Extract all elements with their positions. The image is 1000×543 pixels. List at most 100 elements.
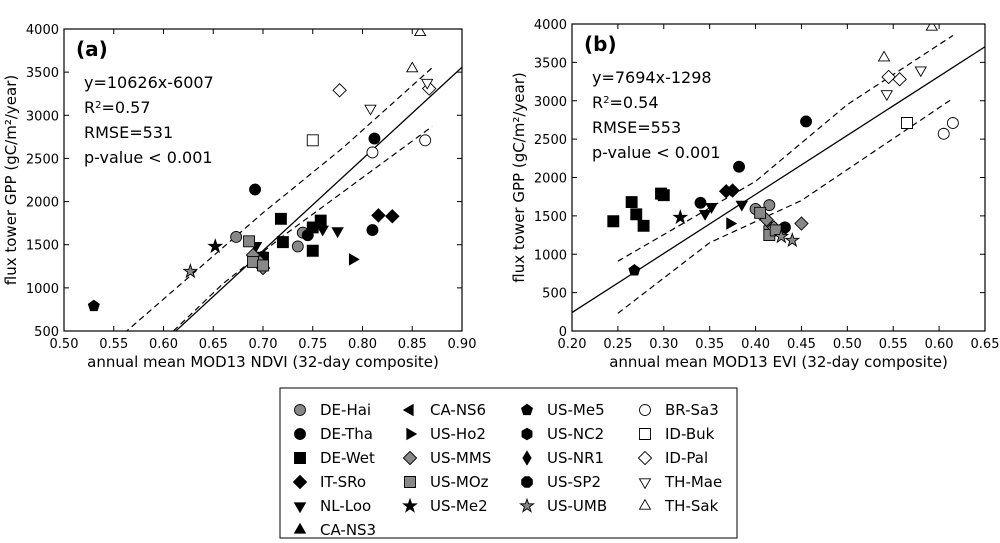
legend-label-th-mae: TH-Mae (664, 473, 722, 491)
legend-label-th-sak: TH-Sak (664, 497, 719, 515)
data-point-th-sak (405, 61, 419, 73)
r-squared-value: =0.54 (610, 93, 659, 112)
data-point-de-wet (306, 244, 319, 257)
rmse: RMSE=553 (592, 118, 681, 137)
data-point-de-tha (800, 115, 812, 128)
panel-label: (b) (584, 32, 617, 56)
legend-marker-us-mms (402, 450, 418, 466)
data-point-br-sa3 (937, 127, 950, 140)
r-squared-exponent: 2 (603, 95, 609, 106)
legend-label-us-nc2: US-NC2 (547, 425, 604, 443)
y-tick-label: 3000 (534, 95, 567, 110)
data-point-us-moz (257, 259, 269, 272)
legend-marker-nl-loo (293, 502, 307, 514)
x-tick-label: 0.55 (879, 337, 908, 352)
panel-a: 0.50 0.55 0.60 0.65 0.70 0.75 0.80 0.85 0.90 500 1… (2, 23, 477, 371)
legend-marker-id-buk (639, 428, 651, 440)
data-point-it-sro (725, 183, 740, 198)
data-point-nl-loo (735, 200, 749, 212)
y-tick-label: 4000 (534, 18, 567, 33)
legend-marker-ca-ns6 (402, 403, 414, 417)
legend-marker-th-mae (638, 478, 652, 490)
data-point-nl-loo (316, 225, 329, 237)
legend-frame (279, 387, 738, 539)
x-tick-label: 0.30 (649, 337, 678, 352)
r-squared-value: =0.57 (102, 98, 151, 117)
y-axis-label: flux tower GPP (gC/m²/year) (510, 72, 528, 282)
data-point-de-tha (366, 224, 379, 237)
data-point-us-moz (247, 256, 259, 268)
legend-marker-th-sak (638, 498, 652, 510)
legend-marker-us-nc2 (521, 427, 533, 441)
legend-label-br-sa3: BR-Sa3 (665, 401, 719, 419)
y-tick-label: 500 (34, 325, 59, 340)
y-tick-label: 500 (542, 287, 567, 302)
legend-label-de-wet: DE-Wet (320, 449, 375, 467)
x-tick-label: 0.60 (149, 337, 178, 352)
regression-line (572, 46, 985, 314)
legend-label-nl-loo: NL-Loo (320, 497, 371, 515)
r-squared-exponent: 2 (95, 100, 101, 111)
ci-upper-line (617, 34, 954, 262)
data-point-de-tha (694, 196, 707, 209)
y-tick-label: 1500 (534, 210, 567, 225)
data-point-us-me2 (672, 209, 689, 225)
x-tick-label: 0.50 (833, 337, 862, 352)
data-point-nl-loo (705, 203, 718, 214)
legend-marker-de-tha (294, 428, 306, 440)
data-point-de-hai (763, 199, 776, 212)
legend-label-us-ho2: US-Ho2 (430, 425, 486, 443)
p-value: p-value < 0.001 (84, 148, 213, 167)
legend-label-us-umb: US-UMB (547, 497, 607, 515)
x-axis-label: annual mean MOD13 NDVI (32-day composite… (87, 353, 439, 371)
legend-label-us-moz: US-MOz (430, 473, 489, 491)
data-point-us-umb (182, 263, 199, 279)
y-tick-label: 0 (559, 325, 567, 340)
legend-label-us-sp2: US-SP2 (547, 473, 601, 491)
r-squared: R2=0.54 (592, 93, 659, 112)
x-tick-label: 0.75 (298, 337, 327, 352)
data-point-th-sak (877, 50, 891, 62)
legend-label-us-nr1: US-NR1 (547, 449, 604, 467)
x-tick-label: 0.65 (199, 337, 228, 352)
y-tick-label: 2500 (534, 133, 567, 148)
data-point-br-sa3 (366, 146, 379, 159)
data-point-de-hai (291, 240, 304, 253)
data-point-de-wet (607, 215, 620, 228)
data-point-id-pal (892, 72, 907, 87)
data-point-it-sro (371, 208, 386, 223)
legend-marker-us-ho2 (406, 427, 418, 441)
data-point-id-pal (881, 69, 896, 85)
y-tick-label: 2000 (26, 196, 59, 211)
legend-label-id-buk: ID-Buk (665, 425, 715, 443)
data-point-us-ho2 (348, 253, 360, 266)
x-tick-label: 0.40 (741, 337, 770, 352)
data-point-th-mae (420, 78, 434, 90)
legend-marker-de-hai (294, 404, 306, 416)
x-tick-label: 0.90 (448, 337, 477, 352)
legend-marker-de-wet (294, 452, 306, 464)
data-point-th-mae (880, 90, 894, 102)
data-point-it-sro (385, 209, 400, 224)
data-point-id-pal (332, 83, 347, 98)
data-point-de-wet (625, 196, 638, 209)
data-point-de-wet (314, 214, 327, 227)
data-point-de-tha (368, 132, 381, 145)
y-tick-label: 3500 (26, 66, 59, 81)
ci-upper-line (125, 67, 433, 331)
data-point-nl-loo (331, 227, 344, 239)
data-point-de-wet (657, 189, 670, 202)
y-tick-label: 2000 (534, 172, 567, 187)
data-point-br-sa3 (946, 117, 959, 129)
legend-marker-id-pal (637, 450, 653, 466)
y-tick-label: 2500 (26, 152, 59, 167)
y-tick-label: 1000 (534, 248, 567, 263)
legend-marker-us-sp2 (521, 476, 533, 488)
regression-line (174, 66, 462, 331)
ci-lower-line (172, 126, 433, 331)
data-point-de-tha (733, 160, 745, 173)
legend: DE-Hai DE-Tha DE-Wet IT-SRo NL-Loo CA-NS3 CA-N… (279, 387, 738, 539)
legend-label-it-sro: IT-SRo (320, 473, 366, 491)
data-point-us-me2 (207, 238, 224, 254)
